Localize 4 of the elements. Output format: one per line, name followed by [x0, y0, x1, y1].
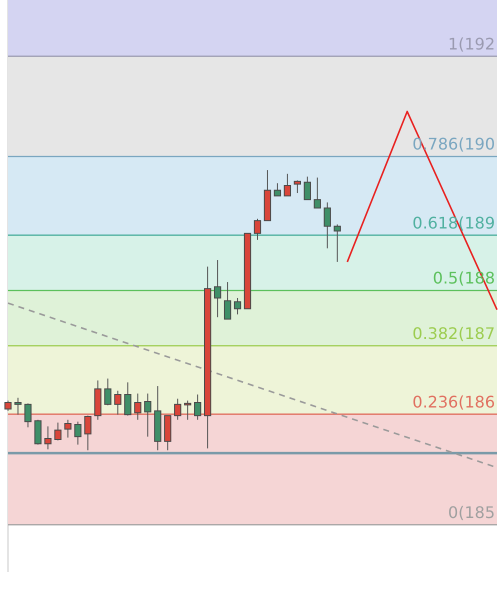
ref-line-label: 0.382(187 [412, 324, 495, 343]
ref-line-label: 0(185 [448, 502, 495, 522]
ref-line-label: 0.236(186 [412, 392, 495, 412]
ref-line-label: 1(192 [448, 34, 495, 54]
